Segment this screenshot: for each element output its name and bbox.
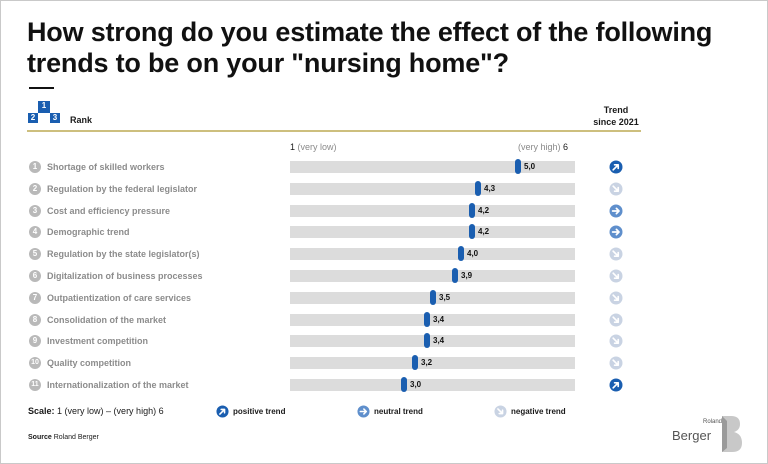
trend-label: Digitalization of business processes	[47, 271, 203, 281]
logo-mark-icon	[722, 416, 742, 452]
logo-line2: Berger	[672, 428, 712, 443]
value-marker	[430, 290, 436, 305]
value-label: 3,4	[433, 336, 445, 345]
value-label: 3,9	[461, 271, 473, 280]
axis-high-number: 6	[563, 142, 569, 152]
negative-trend-icon	[494, 405, 507, 418]
scale-track	[290, 270, 575, 282]
rank-badge: 8	[29, 314, 41, 326]
trend-column-header: Trend since 2021	[591, 104, 641, 128]
trend-label: Demographic trend	[47, 227, 130, 237]
value-label: 3,5	[439, 293, 451, 302]
rank-badge: 6	[29, 270, 41, 282]
neutral-trend-icon	[357, 405, 370, 418]
trend-label: Outpatientization of care services	[47, 293, 192, 303]
scale-track	[290, 248, 575, 260]
negative-trend-icon	[609, 247, 623, 261]
legend-neutral-label: neutral trend	[374, 407, 423, 416]
positive-trend-icon	[609, 160, 623, 174]
source-text: Roland Berger	[53, 434, 99, 441]
rank-badge: 9	[29, 335, 41, 347]
scale-track	[290, 183, 575, 195]
value-marker	[475, 181, 481, 196]
value-label: 3,2	[421, 358, 433, 367]
rank-badge: 3	[29, 205, 41, 217]
rank-badge: 5	[29, 248, 41, 260]
value-label: 4,2	[478, 227, 490, 236]
axis-low-number: 1	[290, 142, 296, 152]
negative-trend-icon	[609, 334, 623, 348]
value-marker	[401, 377, 407, 392]
value-label: 3,4	[433, 315, 445, 324]
source-note: Source Roland Berger	[28, 434, 99, 441]
positive-trend-icon	[609, 378, 623, 392]
scale-track	[290, 379, 575, 391]
title-underline	[29, 87, 54, 89]
axis-high-label: (very high) 6	[518, 142, 568, 152]
neutral-trend-icon	[609, 225, 623, 239]
value-label: 3,0	[410, 380, 422, 389]
header-rule	[27, 130, 641, 132]
value-marker	[515, 159, 521, 174]
roland-berger-logo: Roland Berger	[672, 415, 744, 453]
trend-label: Quality competition	[47, 358, 132, 368]
trend-label: Investment competition	[47, 336, 149, 346]
rank-badge: 10	[29, 357, 41, 369]
podium-second: 2	[28, 113, 38, 123]
scale-track	[290, 226, 575, 238]
scale-track	[290, 205, 575, 217]
logo-line1: Roland	[703, 419, 723, 425]
scale-track	[290, 357, 575, 369]
negative-trend-icon	[609, 356, 623, 370]
rank-label: Rank	[70, 115, 93, 125]
trend-label: Consolidation of the market	[47, 315, 167, 325]
scale-legend: Scale: 1 (very low) – (very high) 6	[28, 406, 164, 416]
negative-trend-icon	[609, 269, 623, 283]
trend-label: Cost and efficiency pressure	[47, 206, 171, 216]
podium-third: 3	[50, 113, 60, 123]
negative-trend-icon	[609, 182, 623, 196]
trend-header-line2: since 2021	[593, 117, 639, 127]
value-marker	[469, 224, 475, 239]
value-label: 5,0	[524, 162, 536, 171]
scale-track	[290, 161, 575, 173]
podium-first: 1	[38, 101, 50, 113]
scale-text: 1 (very low) – (very high) 6	[57, 406, 164, 416]
scale-track	[290, 335, 575, 347]
trend-label: Regulation by the federal legislator	[47, 184, 198, 194]
rank-badge: 1	[29, 161, 41, 173]
value-marker	[412, 355, 418, 370]
trend-label: Internationalization of the market	[47, 380, 189, 390]
value-marker	[469, 203, 475, 218]
value-marker	[424, 312, 430, 327]
trend-label: Regulation by the state legislator(s)	[47, 249, 200, 259]
axis-low-label: 1 (very low)	[290, 142, 337, 152]
value-label: 4,2	[478, 206, 490, 215]
negative-trend-icon	[609, 291, 623, 305]
value-label: 4,3	[484, 184, 496, 193]
value-marker	[458, 246, 464, 261]
rank-badge: 7	[29, 292, 41, 304]
chart-title: How strong do you estimate the effect of…	[27, 17, 713, 78]
rank-badge: 2	[29, 183, 41, 195]
rank-badge: 11	[29, 379, 41, 391]
trend-label: Shortage of skilled workers	[47, 162, 165, 172]
rank-badge: 4	[29, 226, 41, 238]
value-marker	[424, 333, 430, 348]
axis-low-text: (very low)	[297, 142, 337, 152]
legend-negative-label: negative trend	[511, 407, 566, 416]
scale-label: Scale:	[28, 406, 55, 416]
axis-high-text: (very high)	[518, 142, 561, 152]
value-marker	[452, 268, 458, 283]
neutral-trend-icon	[609, 204, 623, 218]
legend-positive-label: positive trend	[233, 407, 286, 416]
source-label: Source	[28, 434, 52, 441]
trend-header-line1: Trend	[603, 105, 629, 115]
scale-track	[290, 314, 575, 326]
positive-trend-icon	[216, 405, 229, 418]
value-label: 4,0	[467, 249, 479, 258]
negative-trend-icon	[609, 313, 623, 327]
